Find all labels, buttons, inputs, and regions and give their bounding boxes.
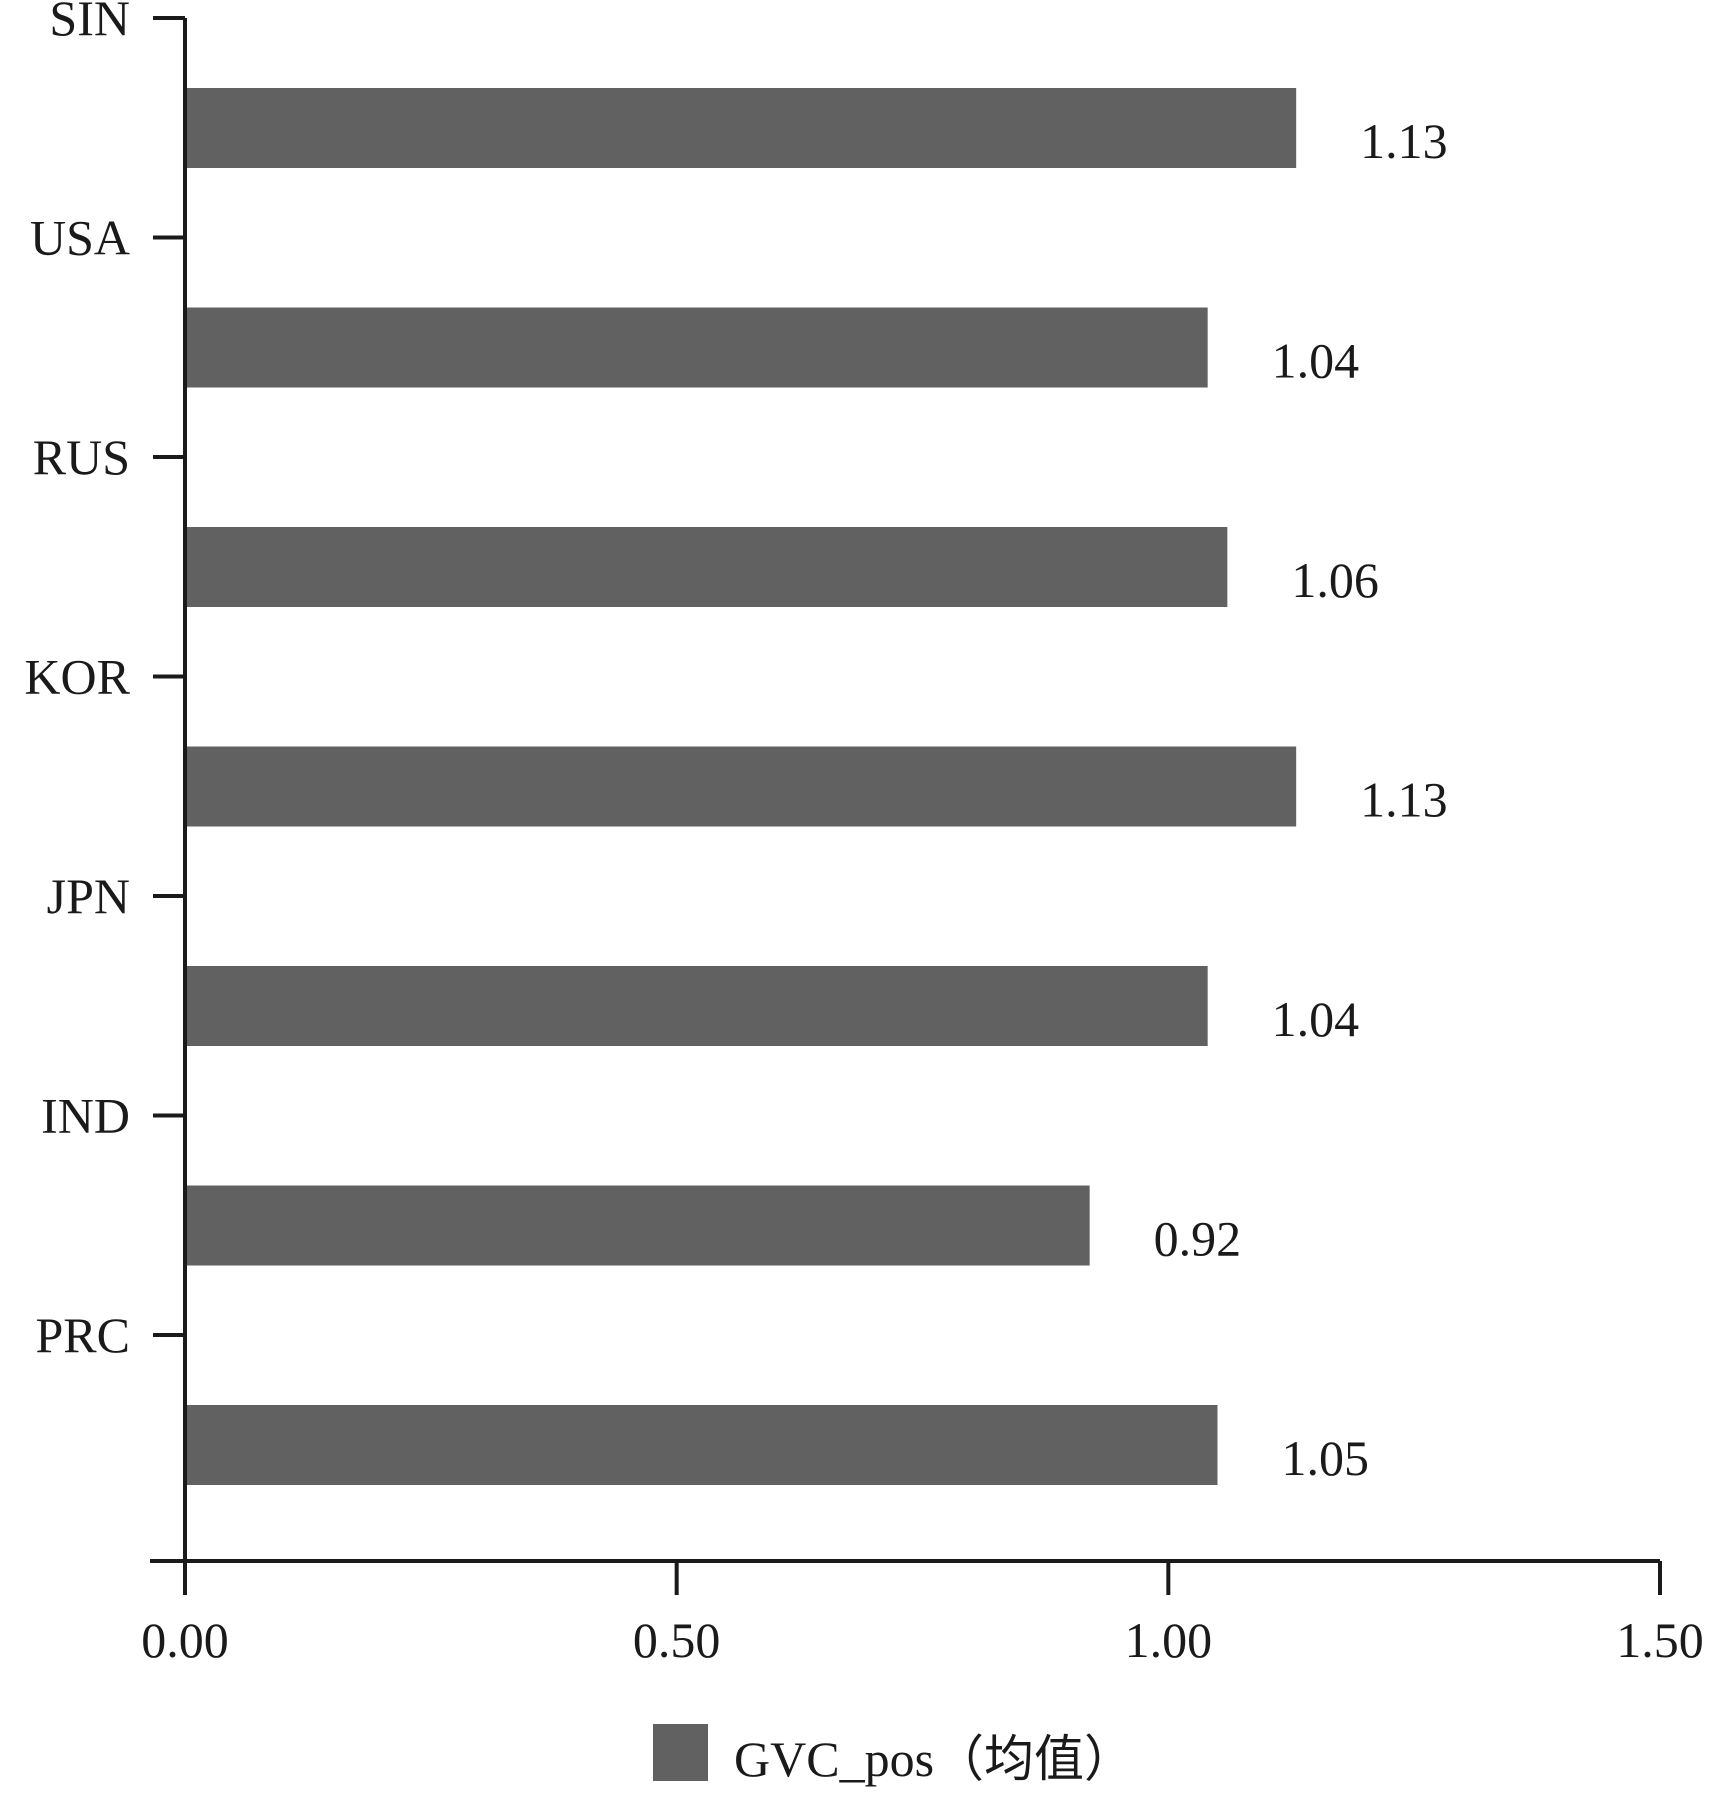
bar-rus bbox=[185, 527, 1228, 607]
value-label-sin: 1.13 bbox=[1360, 113, 1448, 169]
y-tick-label-usa: USA bbox=[30, 210, 130, 266]
x-tick-label: 1.50 bbox=[1616, 1612, 1704, 1668]
y-tick-label-kor: KOR bbox=[24, 649, 130, 705]
value-label-jpn: 1.04 bbox=[1272, 991, 1360, 1047]
value-label-usa: 1.04 bbox=[1272, 333, 1360, 389]
x-tick-label: 0.00 bbox=[141, 1612, 229, 1668]
bar-series bbox=[185, 88, 1297, 1485]
bar-kor bbox=[185, 746, 1297, 827]
bar-usa bbox=[185, 307, 1208, 388]
value-label-ind: 0.92 bbox=[1154, 1211, 1242, 1267]
legend-label: GVC_pos（均值） bbox=[734, 1731, 1134, 1787]
value-label-prc: 1.05 bbox=[1282, 1430, 1370, 1486]
y-axis: SIN USA RUS KOR JPN IND PRC bbox=[24, 0, 187, 1561]
x-tick-label: 1.00 bbox=[1125, 1612, 1213, 1668]
bar-sin bbox=[185, 88, 1297, 168]
legend-swatch bbox=[653, 1724, 708, 1781]
y-tick-label-sin: SIN bbox=[49, 0, 130, 46]
value-label-kor: 1.13 bbox=[1360, 772, 1448, 828]
y-tick-label-jpn: JPN bbox=[47, 868, 130, 924]
y-tick-label-ind: IND bbox=[41, 1088, 130, 1144]
bar-prc bbox=[185, 1405, 1218, 1485]
y-tick-label-rus: RUS bbox=[33, 429, 130, 485]
legend: GVC_pos（均值） bbox=[653, 1724, 1134, 1787]
bar-jpn bbox=[185, 966, 1208, 1046]
bar-ind bbox=[185, 1185, 1090, 1266]
value-label-rus: 1.06 bbox=[1291, 552, 1379, 608]
x-axis: 0.00 0.50 1.00 1.50 bbox=[141, 1559, 1704, 1668]
value-labels: 1.13 1.04 1.06 1.13 1.04 0.92 1.05 bbox=[1154, 113, 1448, 1486]
x-tick-label: 0.50 bbox=[633, 1612, 721, 1668]
y-tick-label-prc: PRC bbox=[35, 1307, 130, 1363]
